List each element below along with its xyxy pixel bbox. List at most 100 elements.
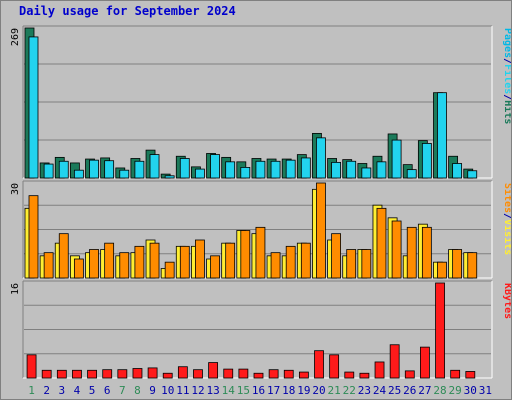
bar-kbytes-day-18 xyxy=(283,369,294,379)
bar-sites-day-12 xyxy=(195,239,205,279)
day-label-19: 19 xyxy=(297,384,310,397)
bar-kbytes-day-8 xyxy=(132,368,143,379)
y-max-label: 269 xyxy=(10,28,21,46)
day-label-25: 25 xyxy=(388,384,401,397)
bar-sites-day-29 xyxy=(452,249,463,279)
legend-sites: Sites xyxy=(502,183,511,213)
day-label-22: 22 xyxy=(343,384,356,397)
bar-files-day-27 xyxy=(421,143,432,179)
bar-sites-day-6 xyxy=(104,242,115,279)
bar-kbytes-day-20 xyxy=(314,350,324,379)
series-legend: Sites/Visits xyxy=(502,183,511,255)
day-label-14: 14 xyxy=(222,384,236,397)
bar-files-day-30 xyxy=(467,170,478,179)
bar-sites-day-14 xyxy=(225,242,236,279)
bar-sites-day-2 xyxy=(43,252,54,279)
bar-files-day-12 xyxy=(195,168,205,179)
series-legend: Pages/Files/Hits xyxy=(502,28,511,124)
bar-kbytes-day-2 xyxy=(41,369,52,379)
bar-sites-day-24 xyxy=(376,207,387,279)
bar-sites-day-4 xyxy=(73,258,84,279)
bar-files-day-13 xyxy=(210,154,220,179)
bar-kbytes-day-6 xyxy=(102,369,113,379)
bar-kbytes-day-4 xyxy=(72,369,82,379)
bar-files-day-9 xyxy=(149,154,160,179)
bar-kbytes-day-9 xyxy=(147,367,158,379)
bar-kbytes-day-23 xyxy=(359,372,370,379)
bar-sites-day-30 xyxy=(467,252,478,279)
bar-kbytes-day-25 xyxy=(389,344,400,379)
bar-kbytes-day-11 xyxy=(177,366,188,379)
bar-sites-day-20 xyxy=(316,182,326,279)
bar-sites-day-22 xyxy=(346,249,357,279)
day-label-29: 29 xyxy=(449,384,462,397)
bar-sites-day-10 xyxy=(164,261,175,279)
day-label-4: 4 xyxy=(74,384,81,397)
chart-title: Daily usage for September 2024 xyxy=(19,4,236,18)
day-label-31: 31 xyxy=(479,384,492,397)
bar-kbytes-day-13 xyxy=(208,362,219,379)
day-label-6: 6 xyxy=(104,384,111,397)
bar-files-day-14 xyxy=(225,161,236,179)
bar-files-day-18 xyxy=(285,159,296,179)
day-label-1: 1 xyxy=(28,384,35,397)
bar-sites-day-9 xyxy=(149,242,160,279)
bar-kbytes-day-12 xyxy=(193,369,203,379)
bar-sites-day-3 xyxy=(58,233,69,279)
bar-files-day-24 xyxy=(376,161,387,179)
bar-sites-day-26 xyxy=(406,226,417,279)
bar-files-day-23 xyxy=(361,167,372,179)
bar-files-day-3 xyxy=(58,160,69,179)
bar-files-day-28 xyxy=(437,92,447,179)
bar-files-day-2 xyxy=(43,163,54,179)
bar-files-day-1 xyxy=(28,36,39,179)
bar-sites-day-21 xyxy=(331,233,341,279)
bar-sites-day-8 xyxy=(134,245,145,279)
legend-separator: / xyxy=(502,213,511,219)
bar-sites-day-17 xyxy=(270,252,281,279)
bar-files-day-26 xyxy=(406,169,417,179)
day-label-7: 7 xyxy=(119,384,126,397)
day-label-2: 2 xyxy=(43,384,50,397)
bar-kbytes-day-24 xyxy=(374,361,385,379)
bar-files-day-21 xyxy=(331,161,341,179)
bar-kbytes-day-21 xyxy=(329,354,340,379)
bar-kbytes-day-5 xyxy=(87,369,97,379)
day-label-8: 8 xyxy=(134,384,141,397)
day-label-11: 11 xyxy=(176,384,189,397)
day-label-3: 3 xyxy=(59,384,66,397)
day-label-15: 15 xyxy=(237,384,250,397)
bar-kbytes-day-14 xyxy=(223,368,234,379)
bar-files-day-16 xyxy=(255,160,266,179)
legend-kbytes: KBytes xyxy=(502,283,511,319)
bar-kbytes-day-27 xyxy=(420,346,430,379)
bar-kbytes-day-26 xyxy=(404,370,415,379)
bar-sites-day-19 xyxy=(300,242,311,279)
bar-kbytes-day-15 xyxy=(238,368,249,379)
day-label-21: 21 xyxy=(328,384,341,397)
bar-files-day-4 xyxy=(73,169,84,179)
bar-files-day-25 xyxy=(391,139,402,179)
bar-sites-day-1 xyxy=(28,195,39,279)
bar-files-day-19 xyxy=(300,157,311,179)
bar-sites-day-28 xyxy=(437,261,447,279)
bar-kbytes-day-28 xyxy=(435,282,445,379)
legend-visits: Visits xyxy=(502,219,511,255)
bar-files-day-29 xyxy=(452,163,463,179)
bar-kbytes-day-1 xyxy=(26,354,37,379)
legend-pages: Pages xyxy=(502,28,511,58)
day-label-18: 18 xyxy=(282,384,295,397)
bar-sites-day-27 xyxy=(421,226,432,279)
bar-files-day-8 xyxy=(134,160,145,179)
bar-sites-day-15 xyxy=(240,230,251,279)
bar-kbytes-day-7 xyxy=(117,369,128,379)
bar-sites-day-13 xyxy=(210,255,220,279)
bar-files-day-15 xyxy=(240,167,251,179)
bar-files-day-17 xyxy=(270,160,281,179)
day-label-9: 9 xyxy=(149,384,156,397)
bar-files-day-7 xyxy=(119,169,130,179)
day-label-24: 24 xyxy=(373,384,387,397)
day-label-26: 26 xyxy=(403,384,416,397)
bar-files-day-22 xyxy=(346,160,357,179)
